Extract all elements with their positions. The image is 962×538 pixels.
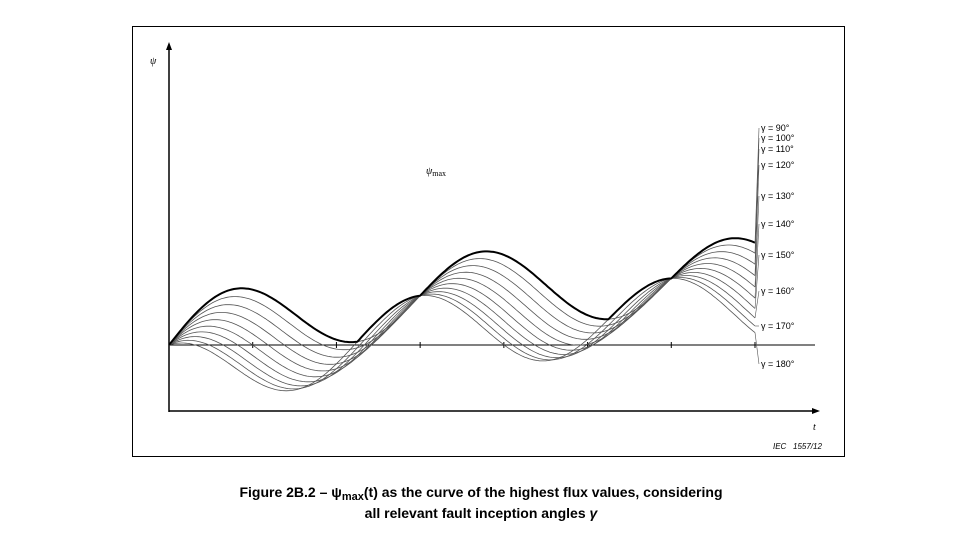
figure-caption-line1: Figure 2B.2 – ψmax(t) as the curve of th…: [0, 484, 962, 503]
curve-gamma-100: [168, 244, 756, 351]
y-axis-label: ψ: [150, 56, 157, 67]
curve-label-90: γ = 90°: [761, 123, 790, 133]
curve-label-150: γ = 150°: [761, 250, 795, 260]
curve-label-140: γ = 140°: [761, 219, 795, 229]
label-leader-150: [754, 254, 760, 309]
source-tag: IEC 1557/12: [773, 442, 822, 451]
curve-label-130: γ = 130°: [761, 191, 795, 201]
curve-gamma-130: [168, 263, 756, 372]
curve-gamma-110: [168, 251, 756, 358]
label-leader-180: [754, 332, 760, 365]
curve-label-110: γ = 110°: [761, 144, 794, 154]
curve-gamma-150: [168, 272, 756, 383]
axes: ψ t ψmax IEC 1557/12: [150, 42, 822, 451]
label-leader-130: [754, 195, 760, 288]
label-leader-120: [754, 164, 760, 276]
x-axis-label: t: [813, 422, 816, 433]
curve-gamma-120: [168, 257, 756, 365]
caption-psi-subscript: max: [341, 491, 364, 503]
figure-frame: ψ t ψmax IEC 1557/12 γ = 90° γ = 100° γ = …: [132, 26, 845, 457]
curve-label-180: γ = 180°: [761, 359, 795, 369]
curve-label-160: γ = 160°: [761, 286, 795, 296]
caption-line2-prefix: all relevant fault inception angles: [364, 505, 590, 521]
label-leader-90: [754, 127, 760, 243]
figure-caption-line2: all relevant fault inception angles γ: [0, 505, 962, 521]
caption-gamma: γ: [589, 505, 598, 521]
curve-label-100: γ = 100°: [761, 133, 795, 143]
caption-prefix: Figure 2B.2 –: [239, 484, 332, 500]
envelope-label: ψmax: [426, 166, 446, 178]
label-leader-160: [754, 290, 760, 318]
x-axis-arrow: [812, 408, 820, 414]
y-axis-arrow: [166, 42, 172, 50]
curve-gamma-140: [168, 267, 756, 378]
curve-gamma-160: [168, 275, 756, 387]
curve-label-120: γ = 120°: [761, 160, 795, 170]
label-leader-110: [754, 148, 760, 265]
caption-suffix: (t) as the curve of the highest flux val…: [363, 484, 723, 500]
plot-area: ψ t ψmax IEC 1557/12 γ = 90°γ = 100°γ = …: [150, 42, 822, 451]
label-leader-140: [754, 223, 760, 299]
envelope-psi-max: [168, 237, 756, 346]
curve-gamma-180: [168, 277, 756, 392]
curve-label-170: γ = 170°: [761, 321, 795, 331]
curve-gamma-170: [168, 277, 756, 390]
curve-group: [168, 237, 756, 392]
caption-psi: ψ: [331, 484, 342, 500]
label-leader-100: [754, 137, 760, 254]
x-ticks: [252, 342, 756, 348]
curve-labels: γ = 90°γ = 100°γ = 110° γ = 120° γ = 130° γ…: [754, 123, 795, 369]
